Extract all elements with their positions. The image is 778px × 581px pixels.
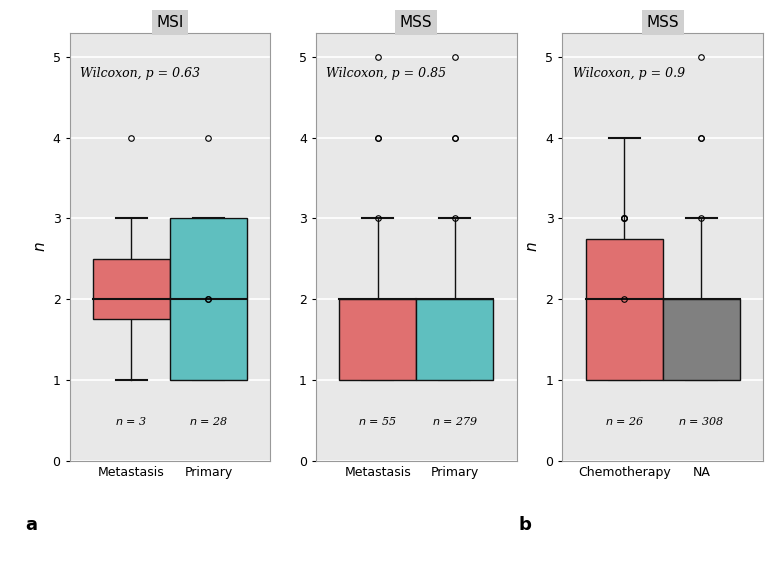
Y-axis label: n: n (525, 242, 540, 252)
Bar (339, 299, 416, 380)
Title: MSS: MSS (647, 15, 679, 30)
Text: $n$ = 279: $n$ = 279 (432, 414, 478, 426)
Bar (93, 259, 170, 320)
Bar (586, 239, 663, 380)
Text: $n$ = 55: $n$ = 55 (358, 414, 398, 426)
Title: MSI: MSI (156, 15, 184, 30)
Text: b: b (518, 517, 531, 535)
Text: a: a (26, 517, 37, 535)
Bar (663, 299, 740, 380)
Bar (416, 299, 493, 380)
Bar (170, 218, 247, 380)
Text: Wilcoxon, p = 0.9: Wilcoxon, p = 0.9 (573, 67, 685, 80)
Text: $n$ = 28: $n$ = 28 (189, 414, 228, 426)
Text: $n$ = 26: $n$ = 26 (605, 414, 644, 426)
Text: Wilcoxon, p = 0.63: Wilcoxon, p = 0.63 (79, 67, 200, 80)
Title: MSS: MSS (400, 15, 433, 30)
Text: $n$ = 308: $n$ = 308 (678, 414, 724, 426)
Y-axis label: n: n (32, 242, 47, 252)
Text: Wilcoxon, p = 0.85: Wilcoxon, p = 0.85 (326, 67, 447, 80)
Text: $n$ = 3: $n$ = 3 (115, 414, 147, 426)
